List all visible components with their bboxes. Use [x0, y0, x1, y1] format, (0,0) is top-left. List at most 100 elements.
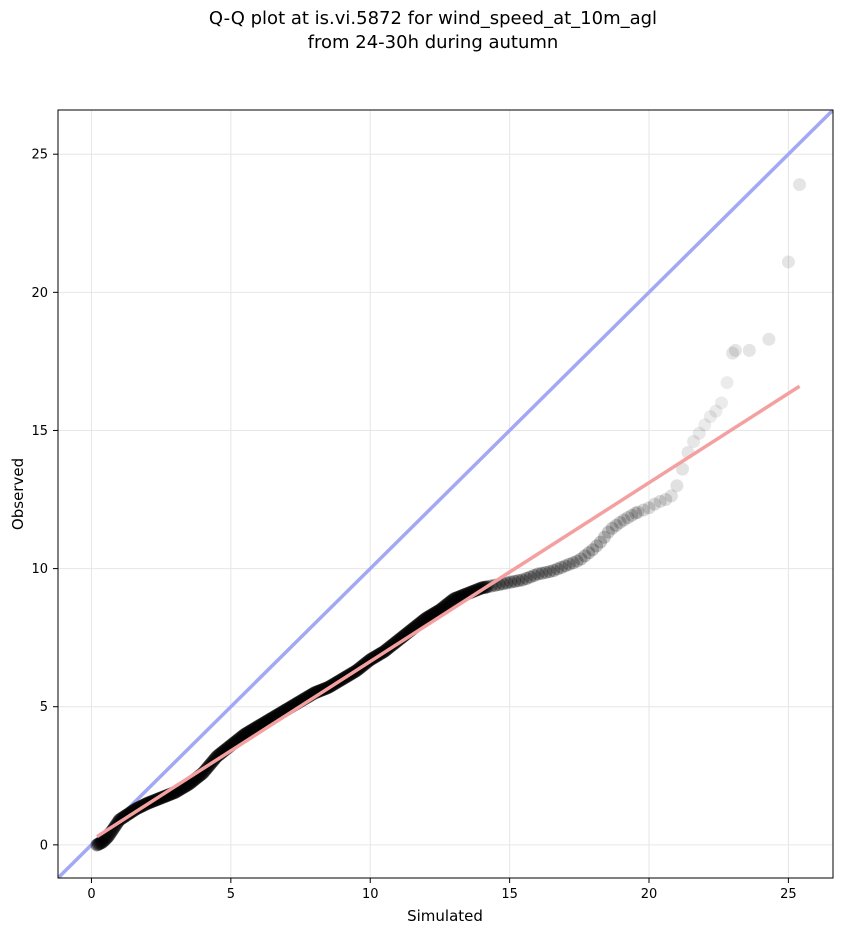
- qq-point: [97, 834, 111, 848]
- qq-point: [91, 837, 105, 851]
- qq-point: [687, 435, 701, 449]
- qq-point: [450, 591, 464, 605]
- x-tick-label: 10: [362, 887, 379, 902]
- qq-point: [709, 404, 723, 418]
- qq-point: [625, 508, 639, 522]
- qq-point: [648, 497, 662, 511]
- qq-point: [451, 590, 465, 604]
- qq-point: [443, 595, 457, 609]
- qq-point: [664, 489, 678, 503]
- qq-point: [523, 570, 537, 584]
- qq-point: [574, 552, 588, 566]
- qq-point: [601, 525, 615, 539]
- qq-point: [444, 594, 458, 608]
- qq-point: [594, 535, 607, 549]
- qq-point: [621, 511, 635, 525]
- x-tick-label: 5: [227, 887, 235, 902]
- plot-frame: [57, 109, 834, 879]
- x-tick-label: 25: [780, 887, 797, 902]
- grid-layer: [58, 110, 833, 878]
- y-tick-label: 10: [31, 562, 48, 577]
- qq-point: [504, 575, 518, 589]
- qq-point: [441, 596, 455, 610]
- qq-point: [239, 727, 253, 741]
- qq-point: [100, 831, 114, 845]
- qq-point: [312, 684, 326, 698]
- qq-point: [586, 543, 600, 557]
- qq-point: [720, 376, 734, 390]
- qq-point: [703, 410, 717, 424]
- qq-point: [613, 515, 627, 529]
- qq-point: [698, 418, 712, 432]
- qq-point: [714, 396, 728, 410]
- qq-point: [94, 836, 108, 850]
- y-axis-label: Observed: [9, 458, 27, 530]
- qq-point: [515, 573, 529, 587]
- qq-point: [631, 505, 645, 519]
- y-tick-label: 0: [40, 838, 48, 853]
- chart-title-line-1: Q-Q plot at is.vi.5872 for wind_speed_at…: [209, 8, 657, 29]
- qq-point: [535, 566, 549, 580]
- qq-point: [447, 592, 461, 606]
- qq-point: [558, 559, 572, 573]
- qq-point: [554, 560, 568, 574]
- y-tick-label: 15: [31, 424, 48, 439]
- qq-point: [439, 599, 452, 613]
- qq-point: [448, 591, 462, 605]
- qq-point: [570, 554, 584, 568]
- qq-point: [452, 590, 466, 604]
- qq-point: [500, 576, 514, 590]
- qq-point: [543, 565, 557, 579]
- qq-point: [726, 346, 740, 360]
- qq-point: [547, 563, 561, 577]
- qq-point: [445, 593, 459, 607]
- x-tick-label: 15: [501, 887, 518, 902]
- qq-point: [793, 178, 807, 192]
- qq-point: [93, 836, 107, 850]
- qq-point: [440, 598, 454, 612]
- qq-point: [728, 343, 742, 357]
- identity-line: [58, 110, 833, 878]
- qq-point: [609, 518, 623, 532]
- y-tick-label: 5: [40, 700, 48, 715]
- qq-point: [578, 549, 592, 563]
- qq-point: [605, 521, 619, 535]
- chart-title-line-2: from 24-30h during autumn: [308, 32, 559, 53]
- qq-point: [566, 556, 580, 570]
- x-tick-label: 0: [87, 887, 95, 902]
- qq-point: [96, 835, 110, 849]
- tick-layer: 0 5 10 15 20 25 0 5 10 15 20 25: [31, 148, 796, 902]
- qq-point: [562, 557, 576, 571]
- qq-point: [781, 255, 795, 269]
- qq-point: [762, 332, 776, 346]
- qq-point: [636, 503, 650, 517]
- y-tick-label: 20: [31, 286, 48, 301]
- qq-point: [670, 479, 684, 493]
- qq-point: [519, 572, 533, 586]
- qq-point: [551, 562, 565, 576]
- fit-line: [96, 384, 801, 839]
- qq-point: [675, 462, 689, 476]
- x-axis-label: Simulated: [407, 907, 483, 925]
- qq-point: [659, 493, 673, 507]
- qq-point: [692, 426, 706, 440]
- qq-point: [508, 574, 522, 588]
- y-tick-label: 25: [31, 148, 48, 163]
- qq-point: [597, 530, 611, 544]
- qq-point: [617, 513, 631, 527]
- qq-point: [629, 506, 643, 520]
- qq-point: [512, 574, 526, 588]
- qq-point: [590, 539, 604, 553]
- qq-point: [653, 494, 667, 508]
- qq-point: [531, 567, 545, 581]
- qq-point: [539, 565, 553, 579]
- qq-point: [238, 727, 252, 741]
- line-layer: [58, 110, 833, 878]
- qq-point: [527, 568, 541, 582]
- qq-point: [90, 838, 104, 852]
- qq-point: [98, 832, 112, 846]
- qq-point: [742, 343, 756, 357]
- x-tick-label: 20: [641, 887, 658, 902]
